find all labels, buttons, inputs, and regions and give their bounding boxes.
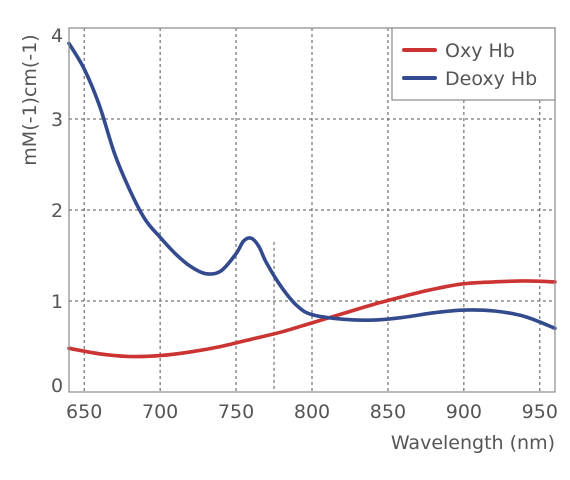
legend-label-oxy-hb: Oxy Hb xyxy=(445,40,515,62)
legend-label-deoxy-hb: Deoxy Hb xyxy=(445,68,537,90)
legend: Oxy Hb Deoxy Hb xyxy=(391,27,556,101)
series-layer xyxy=(67,41,557,359)
series-line-oxy-hb xyxy=(67,279,557,359)
x-tick-label-850: 850 xyxy=(370,401,406,423)
x-tick-label-650: 650 xyxy=(66,401,102,423)
y-tick-label-2: 2 xyxy=(51,200,63,222)
x-tick-label-800: 800 xyxy=(294,401,330,423)
x-tick-label-750: 750 xyxy=(218,401,254,423)
y-tick-label-0: 0 xyxy=(51,375,63,397)
y-tick-label-3: 3 xyxy=(51,109,63,131)
tick-labels: 650 700 750 800 850 900 950 0 1 2 3 4 xyxy=(51,25,558,423)
x-tick-label-700: 700 xyxy=(142,401,178,423)
legend-box xyxy=(391,27,556,101)
x-axis-title: Wavelength (nm) xyxy=(391,432,555,454)
x-tick-label-900: 900 xyxy=(446,401,482,423)
y-tick-label-4: 4 xyxy=(51,25,63,47)
series-line-deoxy-hb xyxy=(67,41,557,331)
plot-frame xyxy=(68,27,556,393)
x-tick-label-950: 950 xyxy=(522,401,558,423)
y-axis-title: mM(-1)cm(-1) xyxy=(19,34,41,165)
y-tick-label-1: 1 xyxy=(51,291,63,313)
